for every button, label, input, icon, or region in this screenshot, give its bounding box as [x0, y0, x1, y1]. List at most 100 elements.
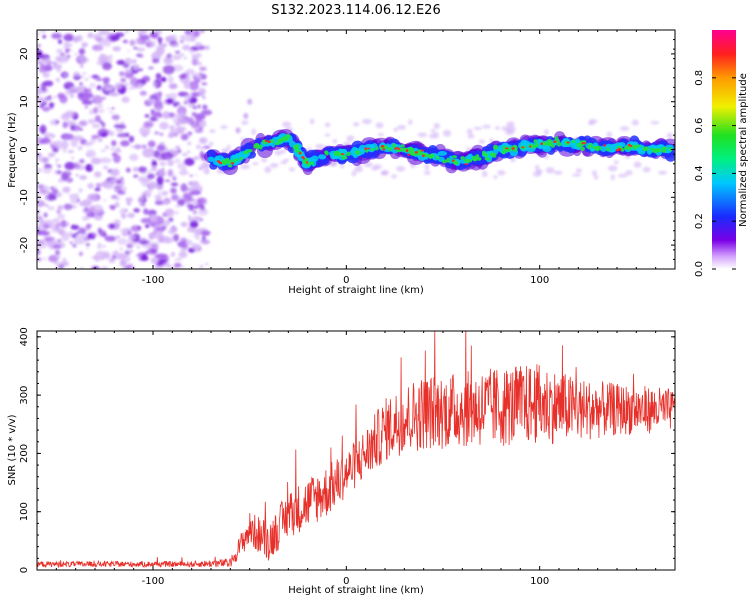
noise-blob [39, 124, 47, 134]
faint-blob [610, 174, 615, 181]
noise-blob [63, 33, 75, 42]
noise-blob [37, 136, 41, 142]
noise-blob [156, 144, 166, 152]
trace-blob [421, 154, 425, 157]
trace-blob [464, 158, 469, 163]
noise-blob [37, 44, 41, 48]
noise-blob [60, 113, 71, 121]
noise-blob [173, 262, 182, 268]
trace-blob [238, 151, 245, 159]
noise-blob [72, 162, 80, 170]
noise-blob [130, 146, 135, 148]
noise-blob [113, 154, 121, 164]
noise-blob [40, 100, 46, 104]
noise-blob [188, 204, 195, 211]
noise-blob [127, 230, 132, 235]
noise-blob [158, 191, 162, 195]
noise-blob [151, 32, 160, 40]
y-tick-label: 300 [19, 386, 30, 405]
noise-blob [87, 88, 92, 93]
noise-region [37, 30, 213, 269]
noise-blob [79, 158, 85, 164]
noise-blob [195, 216, 202, 221]
noise-blob [182, 168, 187, 171]
noise-blob [127, 49, 131, 52]
noise-blob [102, 245, 107, 248]
noise-blob [121, 254, 131, 263]
noise-blob [62, 148, 67, 154]
noise-blob [42, 34, 46, 39]
noise-blob [57, 170, 62, 174]
noise-blob [111, 250, 118, 255]
noise-blob [180, 247, 187, 253]
trace-blob [617, 148, 622, 151]
noise-blob [150, 256, 159, 265]
noise-blob [38, 187, 46, 195]
noise-blob [148, 181, 158, 189]
trace-blob [221, 159, 227, 164]
trace-blob [274, 142, 280, 146]
trace-blob [392, 143, 396, 148]
noise-blob [141, 202, 146, 207]
noise-blob [161, 168, 165, 170]
trace-blob [375, 146, 379, 151]
noise-blob [154, 200, 164, 205]
colorbar-tick-label: 0.8 [694, 70, 705, 86]
noise-blob [52, 244, 62, 250]
noise-blob [111, 114, 120, 121]
noise-blob [175, 211, 179, 215]
faint-blob [497, 170, 506, 176]
faint-blob [481, 170, 488, 177]
noise-blob [79, 175, 87, 181]
trace-blob [364, 147, 368, 151]
trace-blob [624, 145, 629, 150]
trace-blob [483, 153, 489, 157]
trace-blob [511, 147, 515, 150]
noise-blob [114, 32, 125, 38]
trace-blob [582, 142, 587, 145]
noise-blob [86, 211, 96, 218]
noise-blob [98, 230, 107, 237]
trace-blob [576, 142, 582, 148]
noise-blob [63, 203, 73, 210]
noise-blob [184, 157, 195, 166]
noise-blob [47, 206, 55, 211]
trace-blob [264, 139, 268, 143]
noise-blob [91, 204, 104, 214]
noise-blob [47, 223, 59, 229]
faint-blob [281, 149, 287, 154]
noise-blob [37, 156, 50, 163]
trace-blob [396, 146, 399, 149]
noise-blob [198, 166, 204, 171]
noise-blob [169, 125, 175, 129]
noise-blob [178, 251, 188, 258]
noise-blob [154, 194, 162, 200]
noise-blob [53, 140, 65, 150]
noise-blob [192, 209, 197, 215]
noise-blob [96, 103, 104, 109]
noise-blob [189, 81, 194, 84]
noise-blob [174, 205, 181, 208]
faint-blob [221, 148, 231, 152]
noise-blob [170, 115, 176, 120]
noise-blob [55, 77, 61, 83]
trace-blob [387, 147, 393, 151]
noise-blob [189, 81, 199, 91]
noise-blob [189, 36, 196, 42]
noise-blob [176, 148, 182, 154]
trace-blob [620, 147, 625, 152]
noise-blob [171, 174, 177, 179]
faint-blob [279, 160, 288, 165]
trace-blob [513, 148, 518, 153]
faint-blob [631, 119, 639, 126]
noise-blob [172, 233, 180, 242]
noise-blob [201, 82, 208, 86]
noise-blob [181, 221, 187, 228]
noise-blob [85, 149, 96, 158]
noise-blob [174, 145, 181, 150]
trace-blob [669, 146, 673, 152]
noise-blob [96, 85, 102, 91]
noise-blob [138, 197, 144, 200]
trace-blob [420, 149, 424, 152]
x-tick-label: -100 [142, 576, 165, 587]
